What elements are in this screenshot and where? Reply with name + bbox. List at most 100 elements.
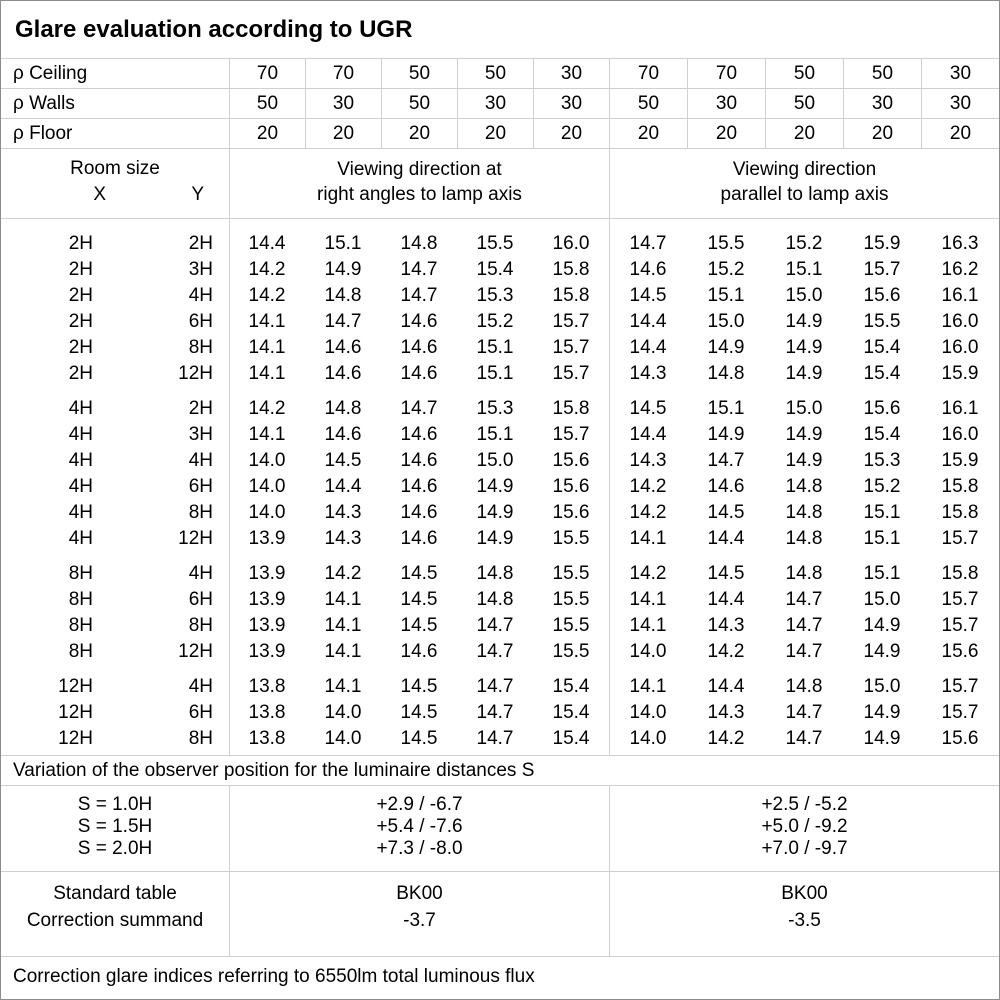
ugr-value-cell: 14.7 bbox=[785, 728, 823, 749]
reflectance-value-cell: 20 bbox=[921, 119, 999, 148]
reflectance-value-cell: 20 bbox=[687, 119, 765, 148]
correction-summand-value: -3.7 bbox=[403, 910, 436, 931]
ugr-value-cell: 14.1 bbox=[248, 424, 286, 445]
ugr-value-cell: 14.7 bbox=[476, 728, 514, 749]
ugr-value-cell: 14.9 bbox=[863, 702, 901, 723]
standard-table-value: BK00 bbox=[396, 883, 443, 904]
ugr-value-cell: 14.8 bbox=[785, 563, 823, 584]
ugr-value-cell: 13.9 bbox=[248, 563, 286, 584]
ugr-value-cell: 14.8 bbox=[707, 363, 745, 384]
reflectance-value-cell: 50 bbox=[457, 59, 533, 88]
ugr-value-cell: 14.8 bbox=[785, 676, 823, 697]
reflectance-walls-label: ρ Walls bbox=[13, 92, 75, 114]
ugr-value-cell: 14.2 bbox=[629, 502, 667, 523]
room-size-y: 4H bbox=[188, 450, 213, 471]
ugr-value-cell: 14.5 bbox=[400, 676, 438, 697]
reflectance-value-cell: 50 bbox=[765, 59, 843, 88]
ugr-value-cell: 15.1 bbox=[863, 563, 901, 584]
s-correction-right-angles: +2.9 / -6.7 +5.4 / -7.6 +7.3 / -8.0 bbox=[229, 786, 609, 871]
ugr-value-cell: 15.7 bbox=[552, 337, 590, 358]
ugr-value-cell: 14.5 bbox=[707, 502, 745, 523]
ugr-value-cell: 14.1 bbox=[248, 311, 286, 332]
room-size-y: 4H bbox=[188, 676, 213, 697]
ugr-value-cell: 14.0 bbox=[629, 728, 667, 749]
ugr-value-cell: 15.4 bbox=[552, 728, 590, 749]
room-size-x: 4H bbox=[68, 476, 93, 497]
ugr-value-cell: 14.1 bbox=[324, 676, 362, 697]
room-size-group: 8H 4H 13.9 14.2 14.5 14.8 15.5 14.2 14.5 14.8 15.1… bbox=[1, 561, 999, 665]
room-size-x: 4H bbox=[68, 450, 93, 471]
ugr-value-cell: 16.2 bbox=[941, 259, 979, 280]
s-distance-labels: S = 1.0H S = 1.5H S = 2.0H bbox=[1, 786, 229, 871]
ugr-value-cell: 15.4 bbox=[476, 259, 514, 280]
ugr-value-cell: 14.5 bbox=[400, 563, 438, 584]
ugr-value-cell: 14.7 bbox=[476, 702, 514, 723]
ugr-value-cell: 14.8 bbox=[324, 398, 362, 419]
room-size-y: 2H bbox=[188, 398, 213, 419]
room-size-y: 12H bbox=[178, 641, 213, 662]
ugr-value-cell: 14.2 bbox=[707, 728, 745, 749]
room-size-y: 8H bbox=[188, 502, 213, 523]
ugr-value-cell: 15.4 bbox=[552, 676, 590, 697]
room-size-x: 2H bbox=[68, 363, 93, 384]
ugr-value-cell: 14.5 bbox=[400, 589, 438, 610]
ugr-value-cell: 15.6 bbox=[863, 285, 901, 306]
ugr-value-cell: 14.9 bbox=[476, 502, 514, 523]
ugr-value-cell: 13.9 bbox=[248, 589, 286, 610]
ugr-value-cell: 16.0 bbox=[941, 311, 979, 332]
ugr-value-cell: 14.9 bbox=[863, 728, 901, 749]
room-size-y: 6H bbox=[188, 476, 213, 497]
ugr-value-cell: 14.1 bbox=[629, 676, 667, 697]
ugr-value-cell: 14.1 bbox=[629, 589, 667, 610]
ugr-value-cell: 15.1 bbox=[476, 363, 514, 384]
ugr-value-cell: 14.0 bbox=[324, 702, 362, 723]
table-row: 4H 3H 14.1 14.6 14.6 15.1 15.7 14.4 14.9 14.9 15.4… bbox=[1, 422, 999, 448]
room-size-x: 12H bbox=[58, 728, 93, 749]
ugr-value-cell: 14.9 bbox=[476, 528, 514, 549]
ugr-value-cell: 15.5 bbox=[552, 528, 590, 549]
reflectance-value-cell: 50 bbox=[229, 89, 305, 118]
ugr-value-cell: 14.8 bbox=[785, 476, 823, 497]
ugr-value-cell: 15.1 bbox=[476, 424, 514, 445]
ugr-value-cell: 14.1 bbox=[324, 641, 362, 662]
room-size-y: 3H bbox=[188, 259, 213, 280]
ugr-value-cell: 14.3 bbox=[629, 363, 667, 384]
room-size-y: 8H bbox=[188, 337, 213, 358]
viewing-direction-parallel-header: Viewing direction parallel to lamp axis bbox=[609, 149, 999, 218]
ugr-value-cell: 15.1 bbox=[476, 337, 514, 358]
ugr-value-cell: 13.9 bbox=[248, 528, 286, 549]
column-header-row: Room size X Y Viewing direction at right… bbox=[1, 149, 999, 219]
reflectance-value-cell: 70 bbox=[305, 59, 381, 88]
ugr-value-cell: 15.7 bbox=[941, 528, 979, 549]
ugr-value-cell: 14.6 bbox=[400, 502, 438, 523]
ugr-value-cell: 15.7 bbox=[941, 615, 979, 636]
ugr-value-cell: 14.9 bbox=[707, 337, 745, 358]
ugr-value-cell: 15.6 bbox=[552, 476, 590, 497]
s-distance-label: S = 2.0H bbox=[77, 838, 153, 859]
room-size-group: 12H 4H 13.8 14.1 14.5 14.7 15.4 14.1 14.4 14.8 15.… bbox=[1, 674, 999, 752]
ugr-value-cell: 15.0 bbox=[785, 285, 823, 306]
reflectance-value-cell: 20 bbox=[609, 119, 687, 148]
standard-table-labels: Standard table Correction summand bbox=[1, 872, 229, 956]
room-size-y: 6H bbox=[188, 702, 213, 723]
room-size-x: 8H bbox=[68, 563, 93, 584]
table-row: 2H 2H 14.4 15.1 14.8 15.5 16.0 14.7 15.5 15.2 15.9… bbox=[1, 231, 999, 257]
table-row: 8H 6H 13.9 14.1 14.5 14.8 15.5 14.1 14.4 14.7 15.0… bbox=[1, 587, 999, 613]
room-size-x: 4H bbox=[68, 424, 93, 445]
ugr-value-cell: 14.6 bbox=[400, 424, 438, 445]
table-row: 4H 12H 13.9 14.3 14.6 14.9 15.5 14.1 14.4 14.8 15.… bbox=[1, 526, 999, 552]
ugr-value-cell: 14.7 bbox=[400, 398, 438, 419]
ugr-value-cell: 14.2 bbox=[248, 285, 286, 306]
ugr-value-cell: 16.3 bbox=[941, 233, 979, 254]
reflectance-value-cell: 50 bbox=[381, 59, 457, 88]
ugr-value-cell: 13.9 bbox=[248, 615, 286, 636]
ugr-value-cell: 16.0 bbox=[941, 337, 979, 358]
ugr-value-cell: 15.5 bbox=[707, 233, 745, 254]
reflectance-value-cell: 50 bbox=[765, 89, 843, 118]
room-size-y: 4H bbox=[188, 285, 213, 306]
reflectance-floor-label: ρ Floor bbox=[13, 122, 73, 144]
table-row: 8H 8H 13.9 14.1 14.5 14.7 15.5 14.1 14.3 14.7 14.9… bbox=[1, 613, 999, 639]
ugr-value-cell: 14.0 bbox=[248, 502, 286, 523]
ugr-value-cell: 16.0 bbox=[941, 424, 979, 445]
